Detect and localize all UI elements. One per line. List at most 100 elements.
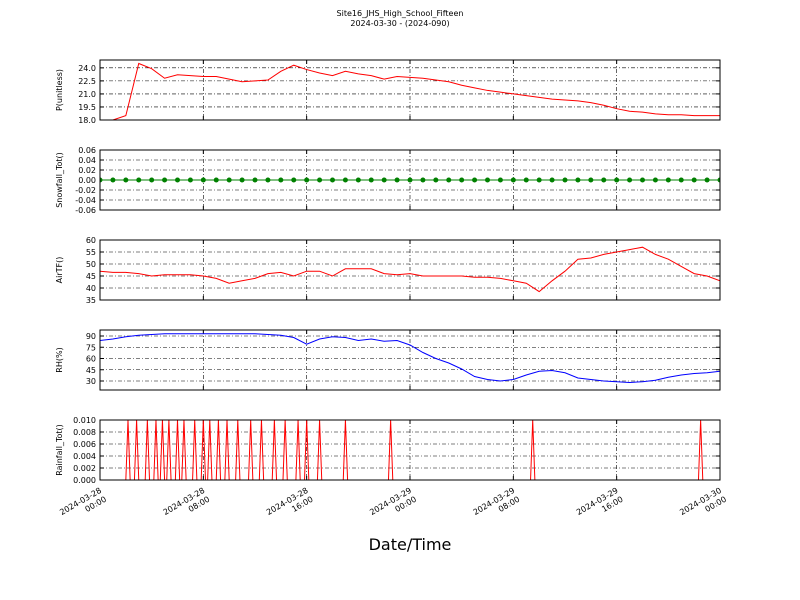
x-tick-label: 2024-03-2908:00 <box>472 486 522 526</box>
data-point <box>536 177 542 183</box>
y-axis-label: Snowfall_Tot() <box>55 152 64 208</box>
y-tick-label: 0.06 <box>78 146 96 155</box>
chart-title: Site16_JHS_High_School_Fifteen <box>337 9 464 18</box>
plot-frame <box>99 59 721 121</box>
y-axis-label: AirTF() <box>55 257 64 284</box>
y-tick-label: 55 <box>86 248 96 257</box>
data-point <box>100 177 103 183</box>
y-axis-label: RH(%) <box>55 347 64 372</box>
data-point <box>640 177 645 183</box>
plot-frame <box>99 329 721 391</box>
data-point <box>627 177 633 183</box>
y-tick-label: -0.04 <box>75 196 96 205</box>
data-point <box>136 177 142 183</box>
data-point <box>187 177 193 183</box>
y-tick-label: 90 <box>86 332 96 341</box>
plot-area <box>100 333 720 384</box>
data-point <box>588 177 594 183</box>
data-point <box>394 177 400 183</box>
data-point <box>123 177 129 183</box>
data-point <box>226 177 232 183</box>
y-tick-label: 0.006 <box>73 440 96 449</box>
y-tick-label: 0.00 <box>78 176 96 185</box>
data-point <box>175 177 180 183</box>
data-point <box>342 177 348 183</box>
data-point <box>330 177 335 183</box>
y-tick-label: 0.02 <box>78 166 96 175</box>
data-point <box>523 177 529 183</box>
data-point <box>239 177 245 183</box>
data-point <box>510 177 516 183</box>
plot-frame <box>99 239 721 301</box>
data-point <box>446 177 452 183</box>
y-tick-label: -0.02 <box>75 186 96 195</box>
data-point <box>652 177 658 183</box>
data-point <box>252 177 258 183</box>
data-point <box>717 177 720 183</box>
data-point <box>549 177 555 183</box>
data-point <box>110 177 116 183</box>
x-axis-label: Date/Time <box>369 535 452 554</box>
y-tick-label: -0.06 <box>75 206 96 215</box>
y-tick-label: 0.008 <box>73 428 96 437</box>
data-point <box>665 177 671 183</box>
y-axis-label: Rainfall_Tot() <box>55 424 64 476</box>
y-tick-label: 45 <box>86 366 96 375</box>
data-point <box>459 177 465 183</box>
y-tick-label: 22.5 <box>78 77 96 86</box>
plot-area <box>100 62 720 120</box>
plot-area <box>100 246 720 293</box>
data-point <box>614 177 620 183</box>
data-line <box>100 62 720 120</box>
x-tick-label: 2024-03-3000:00 <box>678 486 728 526</box>
y-tick-label: 18.0 <box>78 116 96 125</box>
y-tick-label: 35 <box>86 296 96 305</box>
data-point <box>368 177 374 183</box>
y-tick-label: 0.010 <box>73 416 96 425</box>
data-point <box>317 177 323 183</box>
x-tick-label: 2024-03-2900:00 <box>368 486 418 526</box>
data-point <box>200 177 206 183</box>
data-point <box>265 177 271 183</box>
x-tick-label: 2024-03-2916:00 <box>575 486 625 526</box>
y-axis-label: P(unitless) <box>55 69 64 111</box>
data-point <box>420 177 426 183</box>
data-point <box>381 177 387 183</box>
data-point <box>678 177 684 183</box>
data-point <box>433 177 439 183</box>
y-tick-label: 30 <box>86 377 96 386</box>
data-point <box>562 177 568 183</box>
y-tick-label: 24.0 <box>78 64 96 73</box>
x-tick-label: 2024-03-2808:00 <box>162 486 212 526</box>
data-point <box>472 177 478 183</box>
chart-subtitle: 2024-03-30 - (2024-090) <box>350 19 449 28</box>
plot-area <box>100 177 720 183</box>
data-point <box>704 177 710 183</box>
y-tick-label: 75 <box>86 343 96 352</box>
data-point <box>304 177 310 183</box>
data-point <box>575 177 581 183</box>
y-tick-label: 45 <box>86 272 96 281</box>
data-point <box>485 177 490 183</box>
data-line <box>100 333 720 384</box>
data-point <box>497 177 503 183</box>
data-point <box>149 177 155 183</box>
x-tick-label: 2024-03-2816:00 <box>265 486 315 526</box>
y-tick-label: 60 <box>86 236 96 245</box>
y-tick-label: 19.5 <box>78 103 96 112</box>
y-tick-label: 0.002 <box>73 464 96 473</box>
y-tick-label: 40 <box>86 284 96 293</box>
y-tick-label: 60 <box>86 355 96 364</box>
y-tick-label: 0.000 <box>73 476 96 485</box>
y-tick-label: 0.04 <box>78 156 96 165</box>
data-point <box>355 177 361 183</box>
data-point <box>278 177 284 183</box>
data-point <box>601 177 607 183</box>
data-point <box>213 177 219 183</box>
y-tick-label: 50 <box>86 260 96 269</box>
plot-frame <box>99 419 721 481</box>
y-tick-label: 0.004 <box>73 452 96 461</box>
data-line <box>100 246 720 293</box>
y-tick-label: 21.0 <box>78 90 96 99</box>
